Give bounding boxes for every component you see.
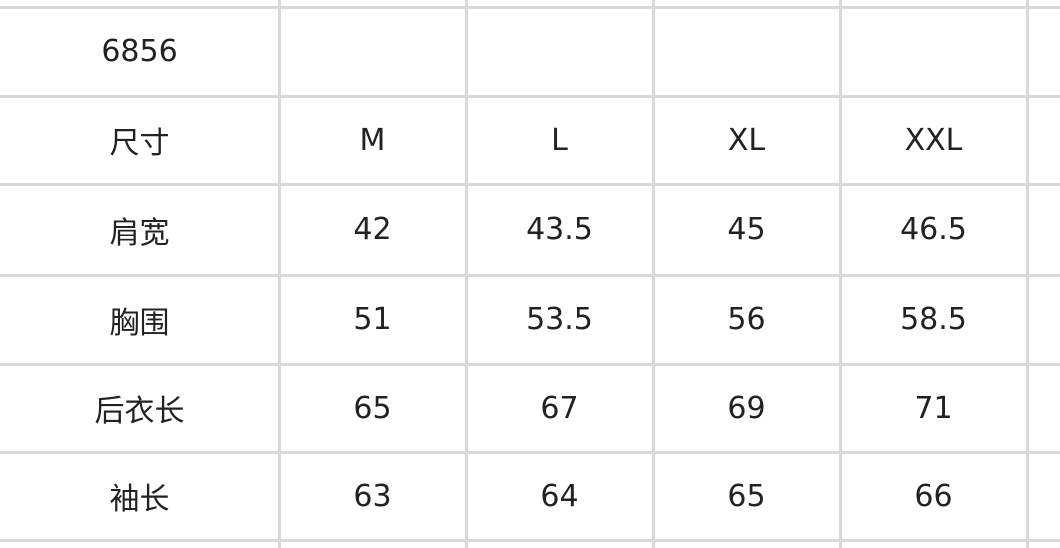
- row-divider: [0, 451, 1060, 454]
- row-label: 后衣长: [94, 394, 185, 429]
- header-cell: XL: [727, 122, 766, 158]
- row-divider: [0, 539, 1060, 542]
- column-divider: [278, 0, 281, 548]
- row-divider: [0, 183, 1060, 186]
- table-cell: 58.5: [900, 302, 967, 337]
- table-cell: 71: [914, 390, 953, 426]
- table-cell: 43.5: [526, 212, 593, 247]
- column-divider: [652, 0, 655, 548]
- column-divider: [839, 0, 842, 548]
- row-label: 肩宽: [109, 215, 170, 251]
- column-divider: [1026, 0, 1029, 548]
- row-label: 袖长: [109, 482, 170, 517]
- header-cell: XXL: [904, 122, 963, 158]
- table-cell: 69: [727, 390, 766, 426]
- table-cell: 45: [727, 212, 766, 247]
- table-cell: 51: [353, 302, 392, 337]
- row-label: 胸围: [109, 305, 170, 341]
- table-title: 6856: [101, 34, 178, 69]
- table-cell: 65: [353, 390, 392, 426]
- header-cell: 尺寸: [109, 126, 170, 161]
- table-cell: 66: [914, 478, 953, 514]
- row-divider: [0, 274, 1060, 277]
- header-cell: M: [359, 122, 386, 158]
- table-cell: 42: [353, 212, 392, 247]
- table-cell: 63: [353, 478, 392, 514]
- header-cell: L: [551, 122, 568, 158]
- table-cell: 67: [540, 390, 579, 426]
- row-divider: [0, 6, 1060, 9]
- row-divider: [0, 363, 1060, 366]
- column-divider: [465, 0, 468, 548]
- table-cell: 56: [727, 302, 766, 337]
- table-cell: 64: [540, 478, 579, 514]
- table-cell: 53.5: [526, 302, 593, 337]
- table-cell: 65: [727, 478, 766, 514]
- table-cell: 46.5: [900, 212, 967, 247]
- row-divider: [0, 95, 1060, 98]
